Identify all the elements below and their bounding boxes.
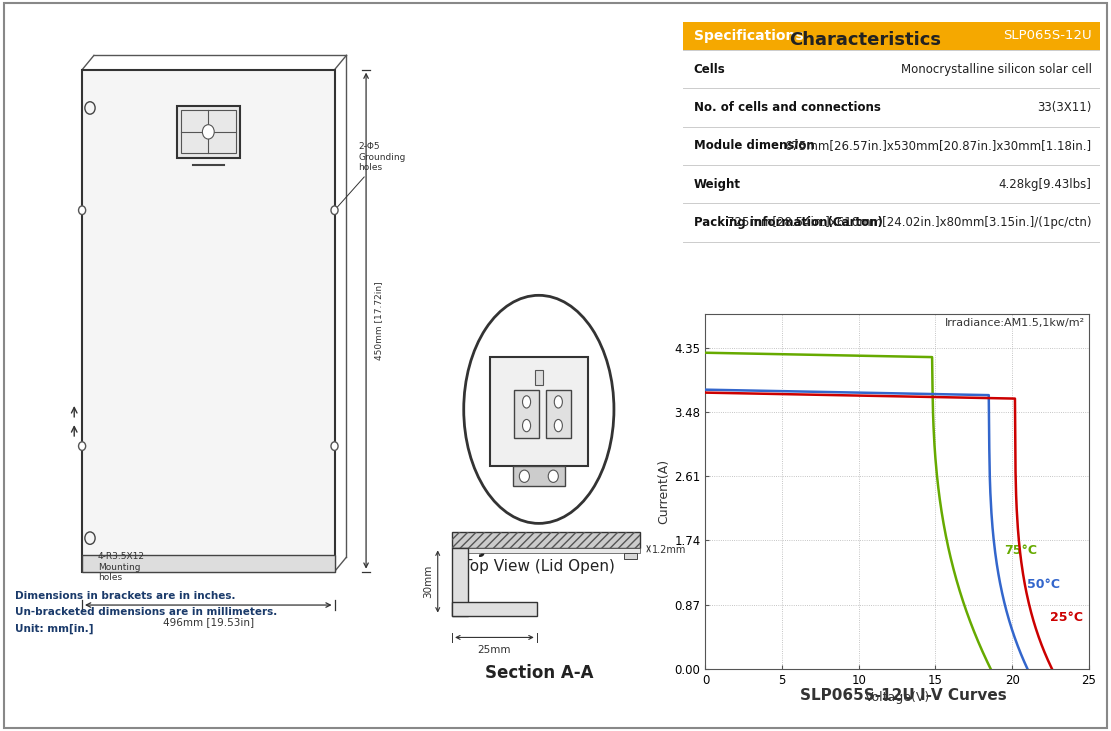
Circle shape — [79, 206, 86, 215]
Y-axis label: Current(A): Current(A) — [658, 459, 670, 524]
Bar — [452, 532, 640, 548]
Text: Dimensions in brackets are in inches.: Dimensions in brackets are in inches. — [16, 591, 236, 601]
Text: Junction Box: Junction Box — [480, 539, 598, 557]
Text: 4-R3.5X12
Mounting
holes: 4-R3.5X12 Mounting holes — [98, 553, 144, 583]
Bar — [624, 553, 637, 559]
Text: Unit: mm[in.]: Unit: mm[in.] — [16, 624, 93, 635]
Text: Packing information(Carton): Packing information(Carton) — [693, 216, 882, 229]
Text: No. of cells and connections: No. of cells and connections — [693, 101, 881, 114]
Ellipse shape — [548, 470, 559, 482]
Text: Irradiance:AM1.5,1kw/m²: Irradiance:AM1.5,1kw/m² — [944, 318, 1085, 328]
Ellipse shape — [519, 470, 530, 482]
Circle shape — [554, 395, 562, 408]
Text: Monocrystalline silicon solar cell: Monocrystalline silicon solar cell — [901, 63, 1091, 75]
Circle shape — [202, 125, 214, 139]
Text: 25mm: 25mm — [478, 645, 511, 655]
Text: 496mm [19.53in]: 496mm [19.53in] — [162, 617, 254, 627]
Text: 75°C: 75°C — [1004, 545, 1038, 557]
Text: 2-Φ5
Grounding
holes: 2-Φ5 Grounding holes — [337, 143, 406, 208]
X-axis label: Voltage(V): Voltage(V) — [864, 691, 930, 704]
Circle shape — [522, 420, 531, 432]
Bar — [534, 370, 543, 385]
Text: 50°C: 50°C — [1028, 577, 1061, 591]
Text: Section A-A: Section A-A — [484, 664, 593, 681]
Text: Module dimension: Module dimension — [693, 139, 814, 152]
Text: Weight: Weight — [693, 178, 741, 191]
Bar — [452, 602, 537, 616]
Bar — [513, 466, 564, 486]
Text: 1.2mm: 1.2mm — [651, 545, 685, 555]
Text: 675mm[26.57in.]x530mm[20.87in.]x30mm[1.18in.]: 675mm[26.57in.]x530mm[20.87in.]x30mm[1.1… — [784, 139, 1091, 152]
Text: 4.28kg[9.43lbs]: 4.28kg[9.43lbs] — [999, 178, 1091, 191]
Text: Top View (Lid Open): Top View (Lid Open) — [463, 559, 614, 575]
Bar — [82, 555, 334, 572]
Text: 450mm [17.72in]: 450mm [17.72in] — [374, 281, 383, 360]
Bar — [452, 532, 640, 548]
Bar — [547, 390, 571, 438]
Circle shape — [463, 295, 614, 523]
Bar — [452, 548, 640, 553]
Text: 725mm[28.54in.]x610mm[24.02in.]x80mm[3.15in.]/(1pc/ctn): 725mm[28.54in.]x610mm[24.02in.]x80mm[3.1… — [727, 216, 1091, 229]
Circle shape — [331, 206, 338, 215]
Bar — [683, 22, 1100, 50]
Circle shape — [331, 442, 338, 450]
Bar — [514, 390, 539, 438]
Bar — [452, 548, 468, 616]
Text: 33(3X11): 33(3X11) — [1038, 101, 1091, 114]
Bar — [181, 110, 236, 154]
Circle shape — [79, 442, 86, 450]
Text: Cells: Cells — [693, 63, 725, 75]
Text: SLP065S-12U I-V Curves: SLP065S-12U I-V Curves — [800, 689, 1007, 703]
Bar — [82, 69, 334, 572]
Bar — [177, 105, 240, 158]
Text: SLP065S-12U: SLP065S-12U — [1003, 29, 1091, 42]
Bar — [490, 357, 588, 466]
Text: Characteristics: Characteristics — [789, 31, 941, 49]
Text: 25°C: 25°C — [1050, 611, 1083, 624]
Circle shape — [522, 395, 531, 408]
Text: 30mm: 30mm — [423, 565, 433, 598]
Circle shape — [554, 420, 562, 432]
Text: Un-bracketed dimensions are in millimeters.: Un-bracketed dimensions are in millimete… — [16, 607, 278, 618]
Text: Specifications: Specifications — [693, 29, 803, 43]
